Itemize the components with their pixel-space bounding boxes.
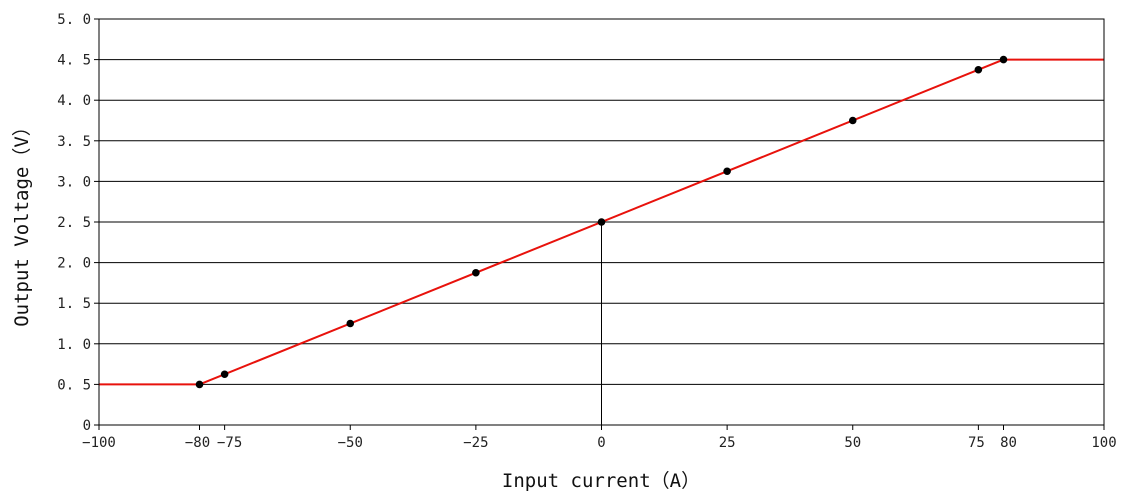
- y-tick-label: 1. 0: [57, 337, 91, 353]
- y-tick-label: 4. 0: [57, 93, 91, 109]
- data-point: [472, 268, 480, 277]
- x-tick-label: −50: [338, 435, 363, 451]
- plot-frame: [98, 18, 1105, 426]
- x-tick-label: 80: [1000, 435, 1017, 451]
- series-group: [99, 55, 1104, 389]
- y-tick-label: 0. 5: [57, 377, 91, 393]
- x-tick-label: 75: [968, 435, 985, 451]
- data-point: [220, 370, 229, 379]
- data-point: [999, 55, 1008, 64]
- y-tick-label: 2. 0: [57, 256, 91, 272]
- x-tick-label: −80: [185, 435, 210, 451]
- x-tick-label: −100: [82, 435, 116, 451]
- y-tick-label: 1. 5: [57, 296, 91, 312]
- x-tick-label: 0: [597, 435, 605, 451]
- data-point: [974, 65, 983, 74]
- x-axis-title: Input current（A）: [502, 470, 700, 491]
- y-tick-label: 3. 0: [57, 174, 91, 190]
- x-tick-label: 100: [1091, 435, 1116, 451]
- y-tick-label: 2. 5: [57, 215, 91, 231]
- tick-group: 0 0. 5 1. 0 1. 5 2. 0 2. 5 3. 0 3. 5 4. 0 4. 5 5. …: [57, 12, 1116, 451]
- data-point: [346, 319, 355, 328]
- data-point: [723, 167, 731, 176]
- x-tick-label: −75: [217, 435, 242, 451]
- x-tick-label: 50: [844, 435, 861, 451]
- y-tick-label: 5. 0: [57, 12, 91, 28]
- x-tick-label: 25: [719, 435, 736, 451]
- data-point: [848, 116, 857, 125]
- data-point: [597, 218, 606, 226]
- y-tick-label: 0: [83, 418, 91, 434]
- y-tick-label: 4. 5: [57, 53, 91, 69]
- y-axis-title: Output Voltage（V）: [11, 117, 33, 327]
- y-tick-label: 3. 5: [57, 134, 91, 150]
- data-point: [195, 380, 204, 389]
- x-tick-label: −25: [463, 435, 488, 451]
